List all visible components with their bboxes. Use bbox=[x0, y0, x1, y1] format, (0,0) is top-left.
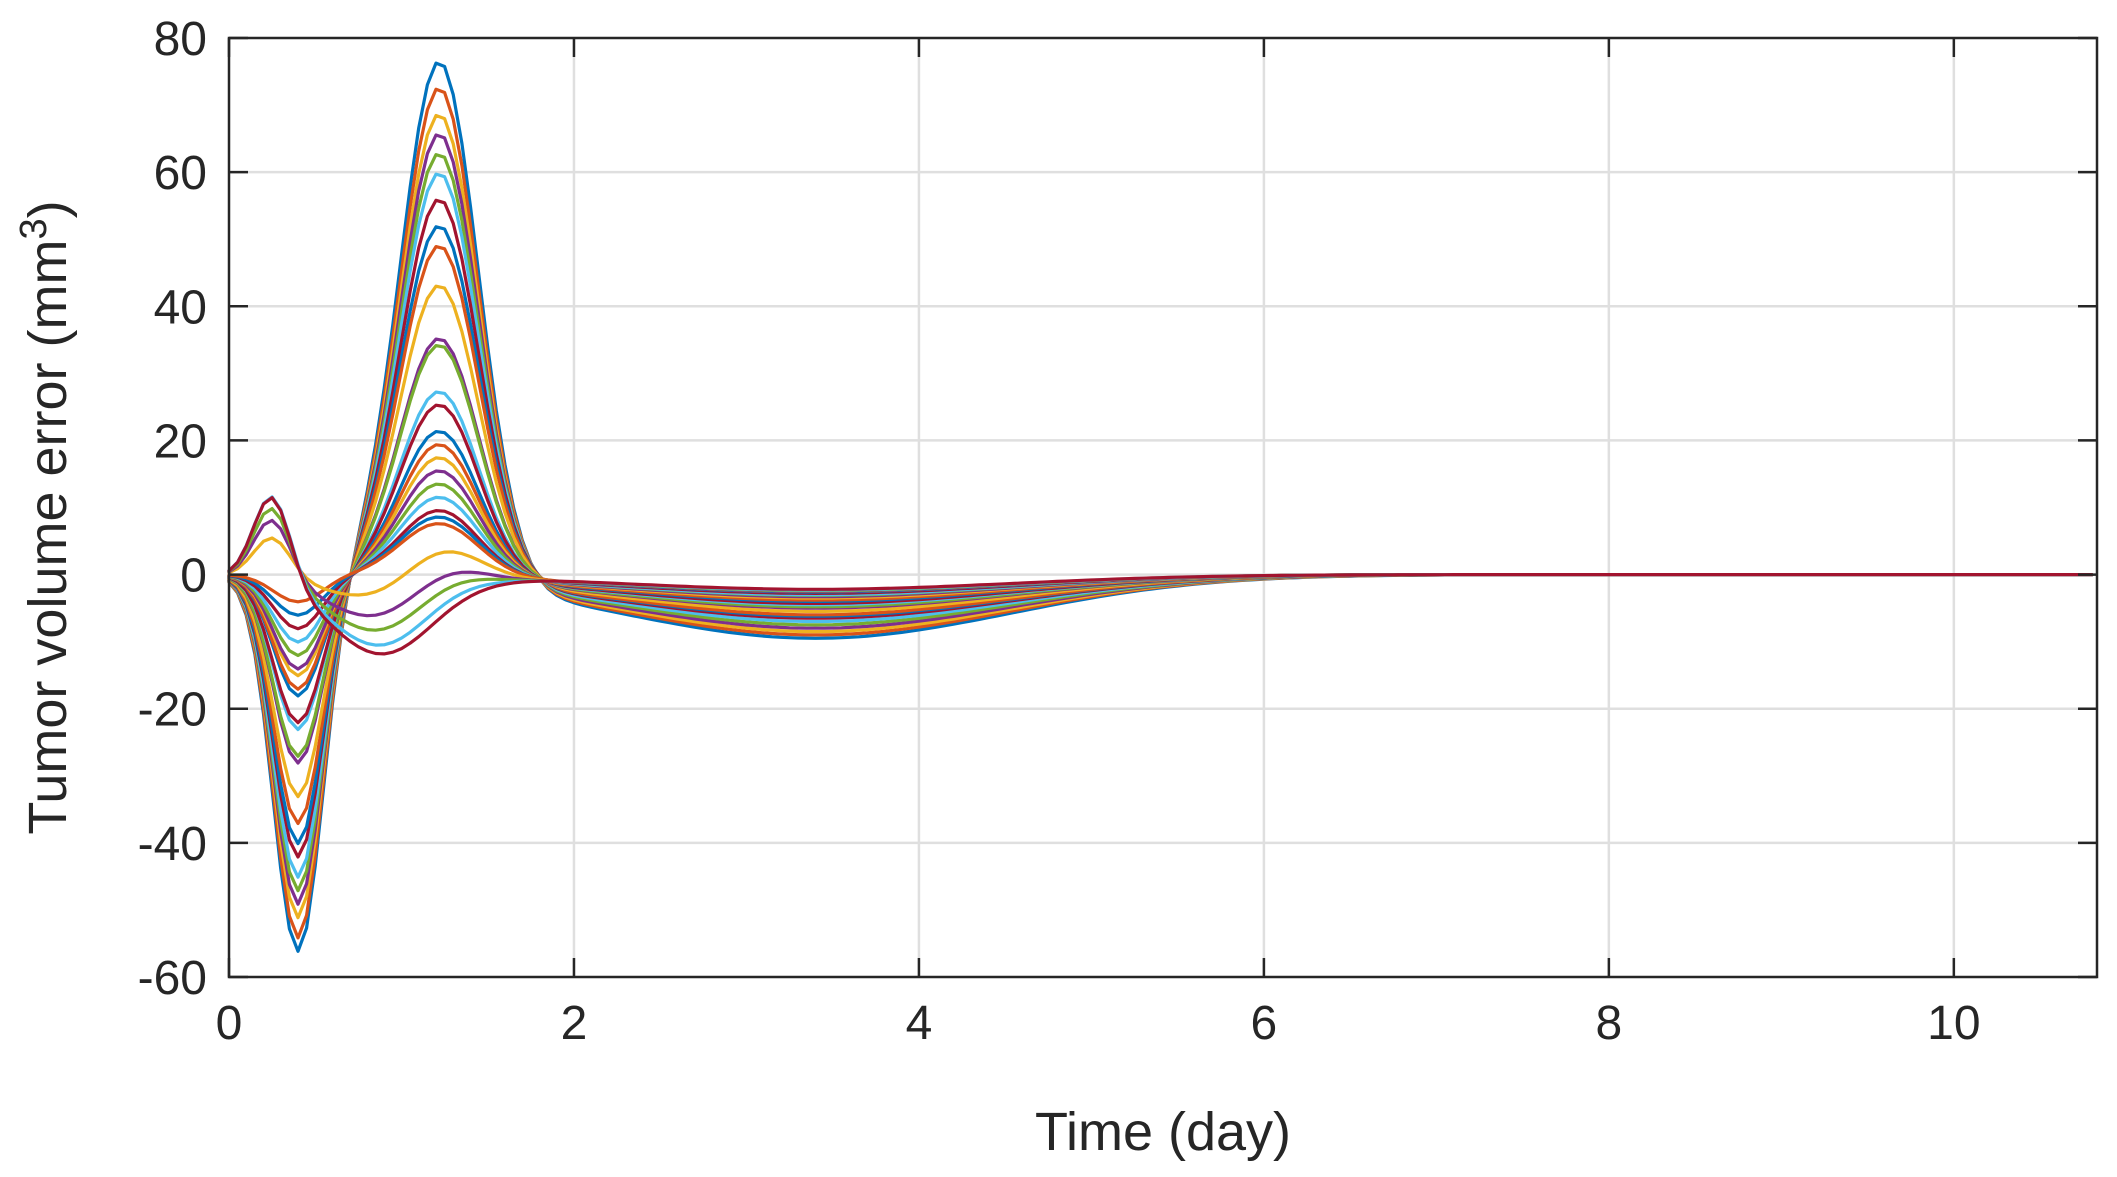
y-tick-label: 40 bbox=[154, 281, 207, 334]
grid-lines bbox=[229, 38, 2097, 977]
y-tick-label: 80 bbox=[154, 13, 207, 66]
y-axis-label-suffix: ) bbox=[18, 200, 78, 218]
x-tick-label: 2 bbox=[561, 997, 588, 1050]
y-axis-label: Tumor volume error (mm3) bbox=[13, 200, 78, 834]
x-tick-label: 10 bbox=[1927, 997, 1980, 1050]
y-tick-label: 60 bbox=[154, 147, 207, 200]
x-tick-label: 8 bbox=[1596, 997, 1623, 1050]
y-axis-label-superscript: 3 bbox=[13, 218, 55, 239]
y-tick-label: -60 bbox=[138, 952, 207, 1005]
tick-marks bbox=[227, 36, 2097, 979]
y-tick-label: -20 bbox=[138, 684, 207, 737]
y-tick-label: 0 bbox=[180, 550, 207, 603]
series-group bbox=[227, 61, 2094, 953]
x-axis-label: Time (day) bbox=[1035, 1102, 1291, 1162]
plot-frame bbox=[227, 36, 2099, 979]
series-line bbox=[227, 198, 2094, 859]
x-tick-label: 0 bbox=[216, 997, 243, 1050]
series-line bbox=[227, 496, 2094, 656]
x-tick-labels: 0 2 4 6 8 10 bbox=[216, 997, 1981, 1050]
x-tick-label: 6 bbox=[1251, 997, 1278, 1050]
y-axis-label-main: Tumor volume error (mm bbox=[18, 240, 78, 835]
y-tick-label: 20 bbox=[154, 415, 207, 468]
x-tick-label: 4 bbox=[906, 997, 933, 1050]
y-tick-labels: -60 -40 -20 0 20 40 60 80 bbox=[138, 13, 207, 1005]
y-tick-label: -40 bbox=[138, 818, 207, 871]
